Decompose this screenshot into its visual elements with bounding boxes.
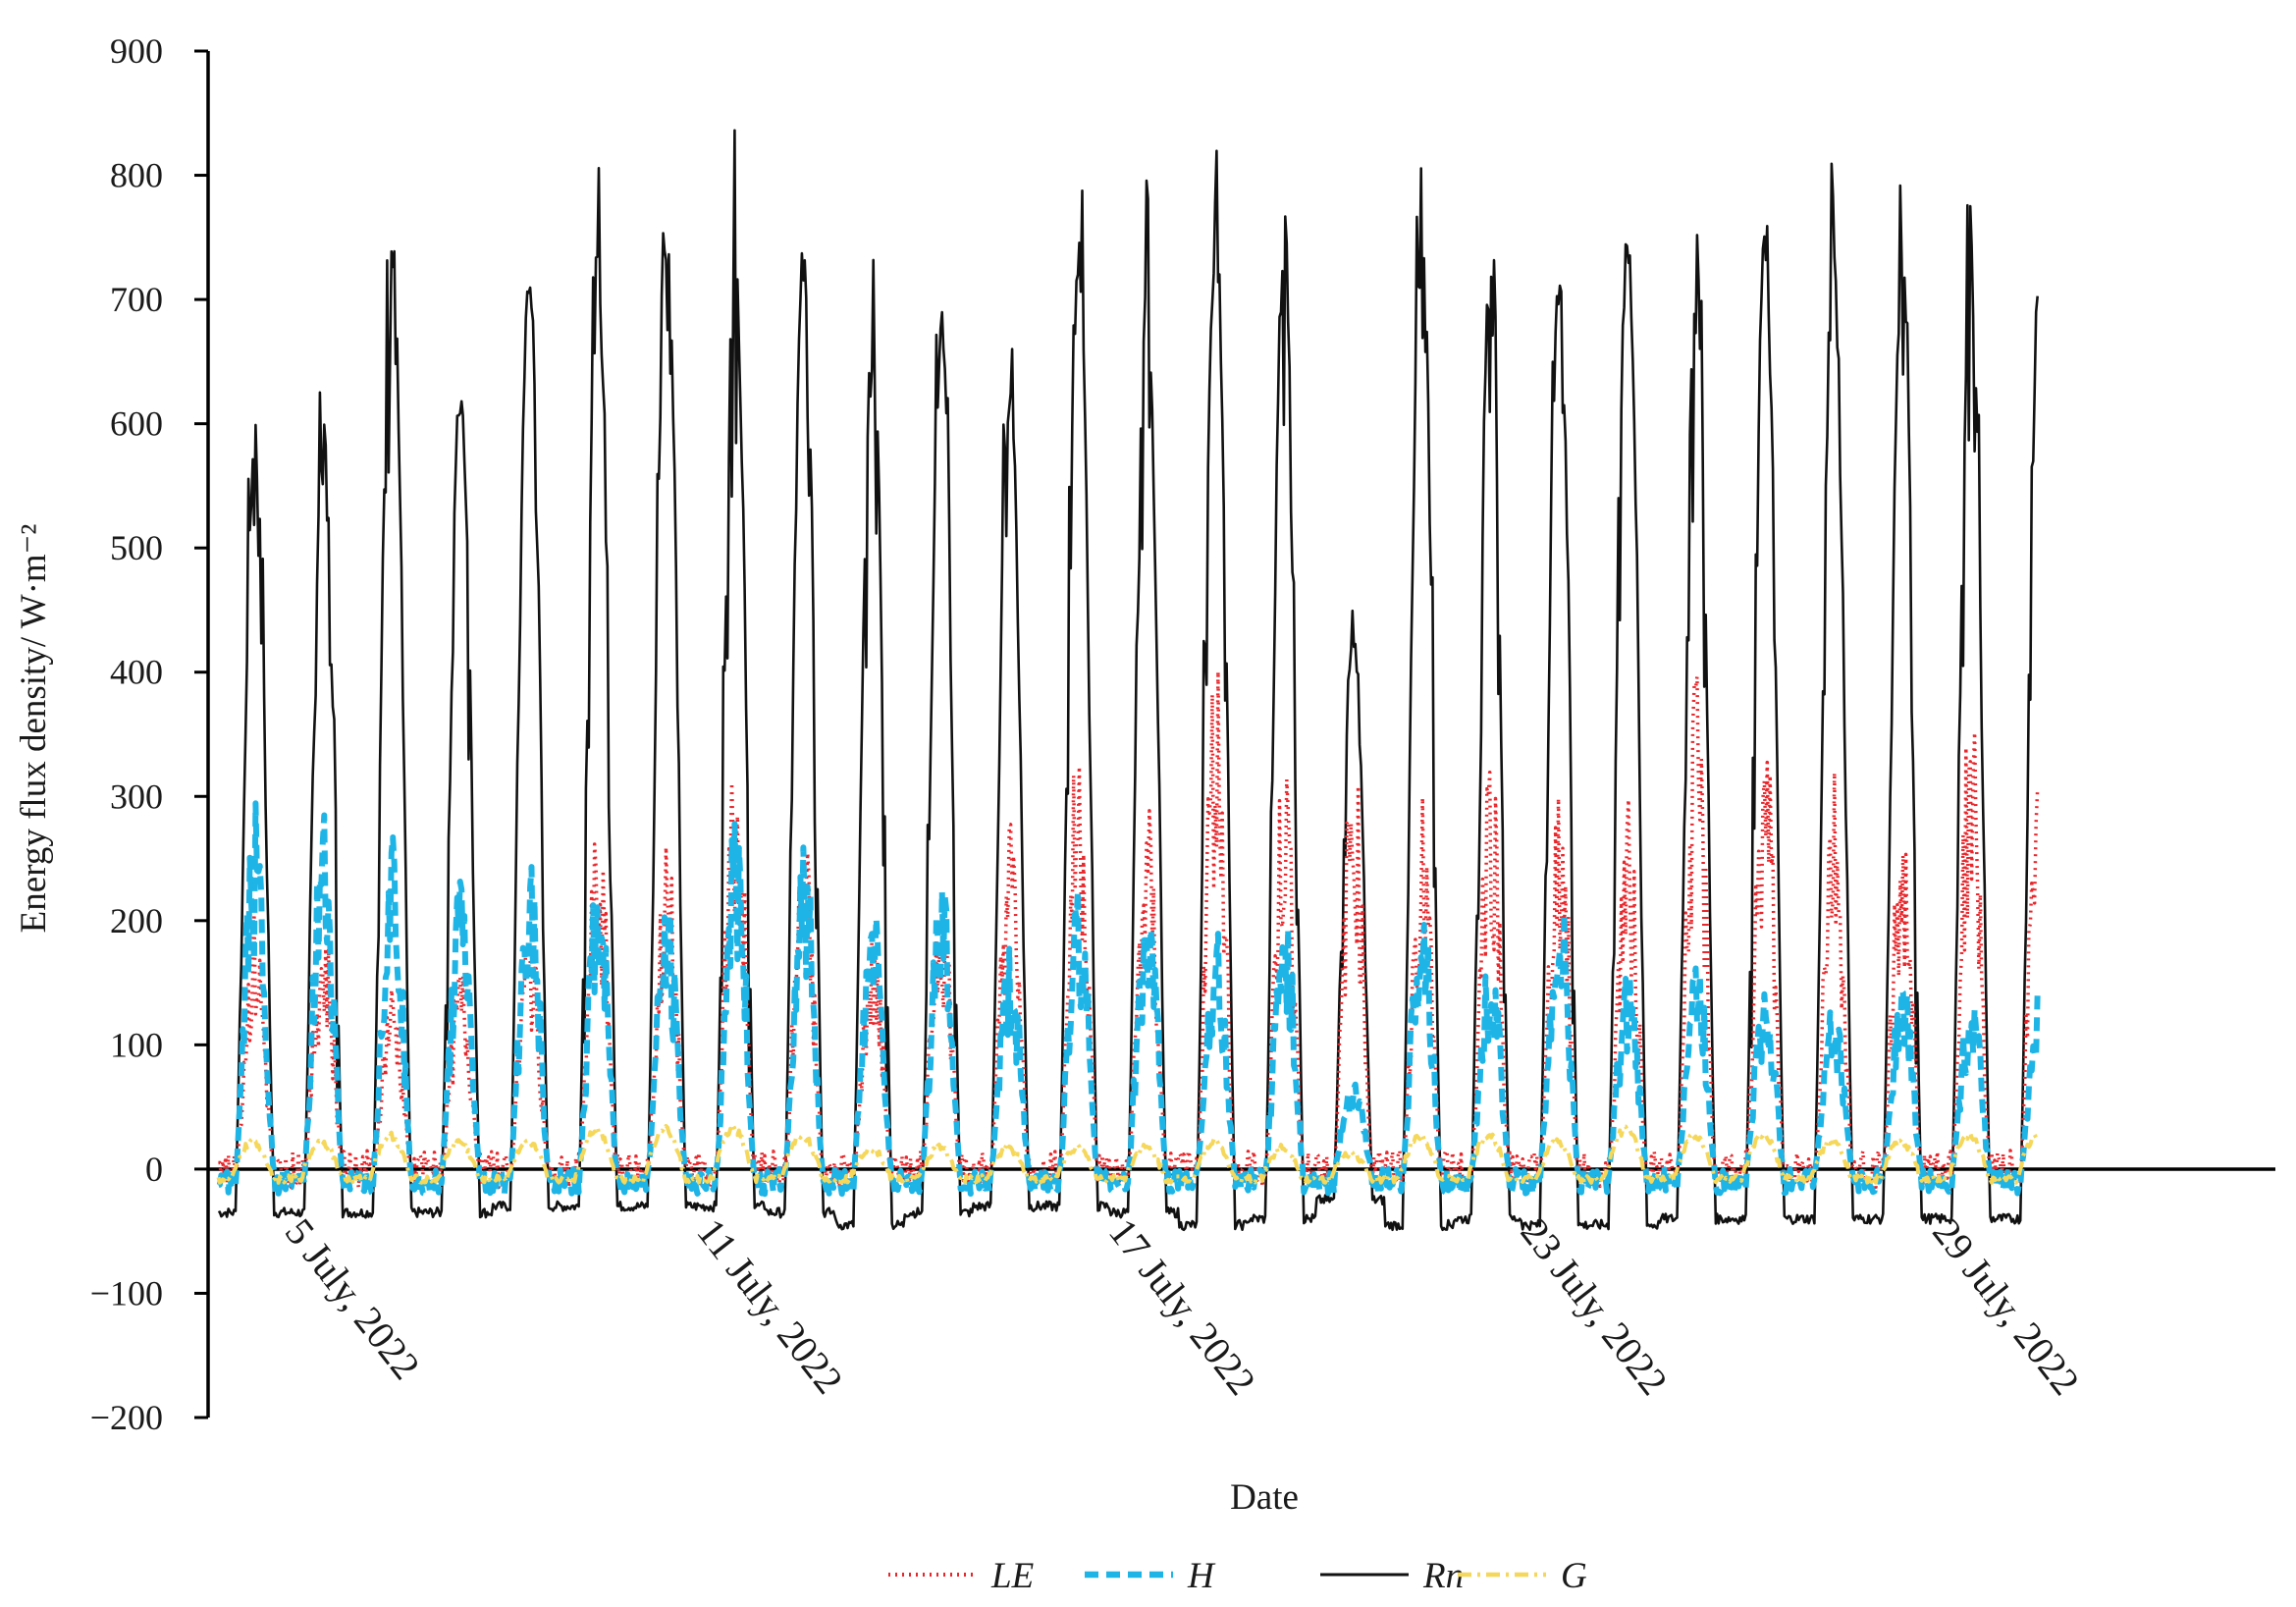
y-tick-label: 800 — [110, 156, 163, 195]
x-date-label: 5 July, 2022 — [277, 1210, 429, 1388]
x-date-label: 29 July, 2022 — [1924, 1210, 2088, 1403]
y-tick-label: −200 — [90, 1398, 163, 1437]
y-tick-label: 200 — [110, 901, 163, 940]
y-tick-label: 900 — [110, 31, 163, 71]
x-axis-date-labels: 5 July, 2022 11 July, 2022 17 July, 2022 23… — [277, 1210, 2089, 1403]
y-tick-label: 600 — [110, 404, 163, 444]
x-date-label: 11 July, 2022 — [688, 1210, 851, 1402]
legend-label-h: H — [1187, 1556, 1216, 1596]
x-date-label: 17 July, 2022 — [1100, 1210, 1264, 1403]
legend-label-rn: Rn — [1422, 1556, 1464, 1596]
series-line-le — [218, 670, 2040, 1190]
y-tick-label: 400 — [110, 653, 163, 692]
y-tick-label: 700 — [110, 280, 163, 319]
x-date-label: 23 July, 2022 — [1513, 1210, 1677, 1403]
legend: LE H Rn G — [888, 1556, 1587, 1596]
series-line-rn — [217, 129, 2039, 1232]
series-layer — [216, 129, 2041, 1232]
legend-label-g: G — [1561, 1556, 1587, 1596]
y-tick-label: −100 — [90, 1273, 163, 1312]
legend-label-le: LE — [990, 1556, 1034, 1596]
x-axis-title: Date — [1230, 1477, 1299, 1518]
series-line-h — [216, 800, 2041, 1198]
series-line-g — [216, 1123, 2040, 1185]
y-tick-label: 300 — [110, 777, 163, 816]
y-axis-title: Energy flux density/ W·m⁻² — [14, 524, 54, 934]
y-tick-label: 0 — [145, 1150, 163, 1189]
y-tick-label: 100 — [110, 1025, 163, 1064]
y-axis-ticks: −200 −100 0 100 200 300 400 500 600 700 800 900 — [90, 31, 208, 1437]
y-tick-label: 500 — [110, 528, 163, 567]
